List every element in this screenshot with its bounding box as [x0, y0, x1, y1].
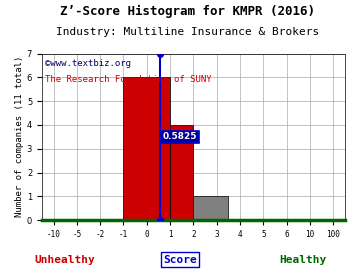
Text: Z’-Score Histogram for KMPR (2016): Z’-Score Histogram for KMPR (2016)	[60, 5, 315, 18]
Y-axis label: Number of companies (11 total): Number of companies (11 total)	[15, 56, 24, 217]
Text: ©www.textbiz.org: ©www.textbiz.org	[45, 59, 131, 68]
Bar	[193, 196, 228, 220]
Text: The Research Foundation of SUNY: The Research Foundation of SUNY	[45, 75, 212, 84]
Text: Score: Score	[163, 255, 197, 265]
Bar	[170, 125, 193, 220]
Text: Unhealthy: Unhealthy	[35, 255, 95, 265]
Text: Healthy: Healthy	[279, 255, 326, 265]
Text: Industry: Multiline Insurance & Brokers: Industry: Multiline Insurance & Brokers	[55, 27, 319, 37]
Bar	[123, 77, 170, 220]
Text: 0.5825: 0.5825	[163, 132, 197, 141]
